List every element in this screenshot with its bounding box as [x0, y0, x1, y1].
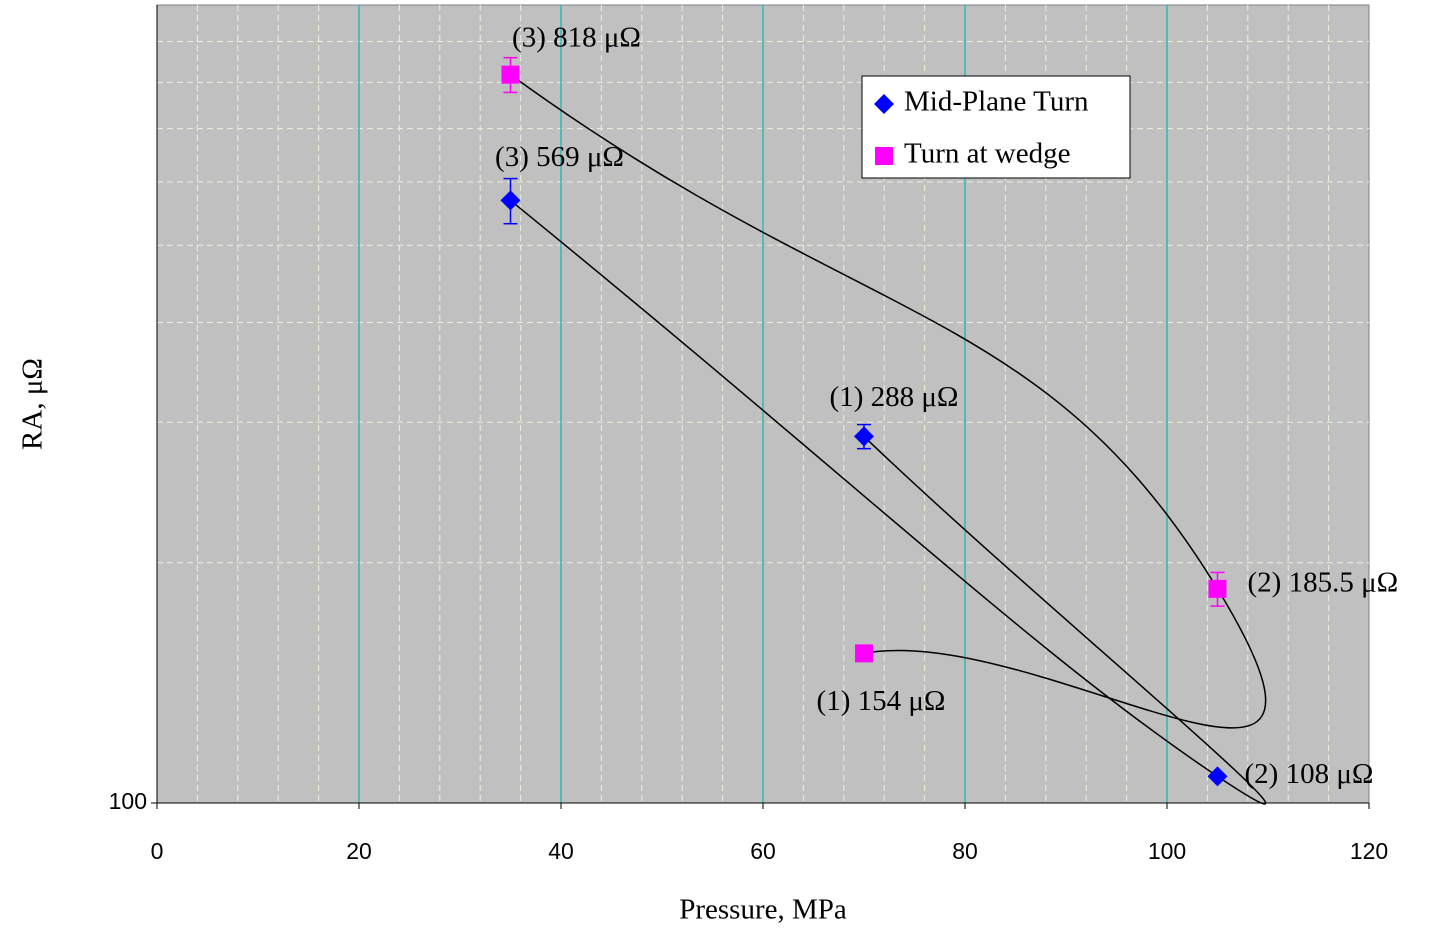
legend: Mid-Plane Turn Turn at wedge: [861, 75, 1131, 179]
data-label: (3) 569 μΩ: [495, 141, 624, 173]
legend-label: Mid-Plane Turn: [904, 86, 1089, 118]
marks: [500, 56, 1228, 787]
data-label: (1) 288 μΩ: [830, 381, 959, 413]
x-tick-label: 60: [750, 838, 776, 864]
marker-diamond: [854, 426, 874, 447]
marker-diamond: [874, 94, 894, 114]
marker-square: [875, 147, 893, 165]
x-tick-label: 80: [952, 838, 978, 864]
x-axis-title: Pressure, MPa: [679, 894, 847, 926]
marker-square: [855, 644, 873, 663]
y-axis-title: RA, μΩ: [17, 358, 49, 450]
marker-square: [1208, 579, 1227, 598]
data-label: (3) 818 μΩ: [512, 21, 641, 53]
legend-label: Turn at wedge: [904, 138, 1070, 170]
data-label: (2) 185.5 μΩ: [1248, 567, 1399, 599]
marker-square: [501, 65, 520, 84]
x-tick-label: 120: [1350, 838, 1388, 864]
legend-box: [861, 75, 1131, 179]
y-tick-label: 100: [109, 788, 147, 814]
x-tick-label: 20: [346, 838, 372, 864]
data-label: (1) 154 μΩ: [817, 685, 946, 717]
marker-diamond: [500, 190, 521, 211]
x-tick-label: 40: [548, 838, 574, 864]
marker-diamond: [1207, 766, 1228, 787]
x-tick-label: 100: [1148, 838, 1186, 864]
data-label: (2) 108 μΩ: [1245, 758, 1374, 790]
x-tick-label: 0: [151, 838, 164, 864]
